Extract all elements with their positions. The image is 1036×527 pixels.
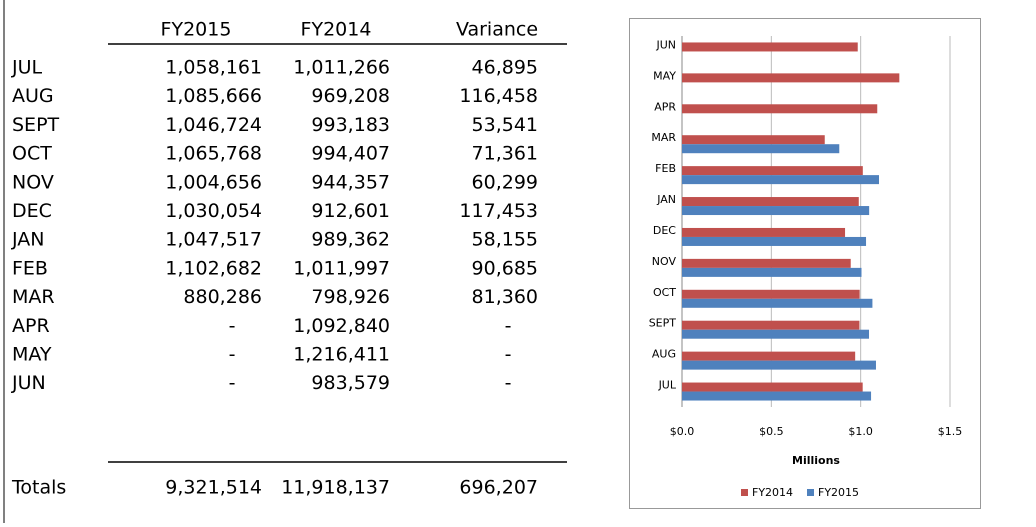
row-label: MAR <box>12 286 55 308</box>
bar <box>682 360 876 370</box>
cell: - <box>229 344 236 366</box>
y-tick-label: SEPT <box>649 317 677 330</box>
cell: 117,453 <box>459 200 538 222</box>
cell: 696,207 <box>459 477 538 499</box>
y-tick-label: APR <box>654 100 676 113</box>
cell: 983,579 <box>311 372 390 394</box>
bar <box>682 298 873 308</box>
y-tick-label: NOV <box>652 255 677 268</box>
x-axis-title: Millions <box>792 454 840 467</box>
cell: 969,208 <box>311 85 390 107</box>
cell: 989,362 <box>311 229 390 251</box>
cell: 880,286 <box>183 286 262 308</box>
cell: - <box>505 315 512 337</box>
row-label: JUL <box>11 57 43 79</box>
y-tick-label: DEC <box>653 224 676 237</box>
row-label: MAY <box>12 344 52 366</box>
bar <box>682 197 859 207</box>
legend-swatch <box>807 489 814 496</box>
bar <box>682 289 860 299</box>
bar <box>682 206 870 216</box>
cell: 116,458 <box>459 85 538 107</box>
bar <box>682 144 840 154</box>
legend-label: FY2015 <box>818 486 859 499</box>
cell: 993,183 <box>311 114 390 136</box>
x-tick-label: $1.0 <box>848 425 873 438</box>
bar <box>682 267 862 277</box>
y-tick-label: FEB <box>655 162 676 175</box>
cell: 1,011,997 <box>293 257 390 279</box>
cell: - <box>229 372 236 394</box>
cell: 71,361 <box>472 143 538 165</box>
column-header: Variance <box>456 19 538 41</box>
bar <box>682 320 860 330</box>
cell: 9,321,514 <box>165 477 262 499</box>
legend-swatch <box>741 489 748 496</box>
cell: 60,299 <box>472 171 538 193</box>
bar <box>682 236 867 246</box>
column-header: FY2014 <box>301 19 372 41</box>
x-tick-label: $0.0 <box>670 425 695 438</box>
bar <box>682 73 900 83</box>
cell: 1,030,054 <box>165 200 262 222</box>
cell: 58,155 <box>472 229 538 251</box>
cell: 1,092,840 <box>293 315 390 337</box>
cell: 798,926 <box>311 286 390 308</box>
cell: - <box>505 372 512 394</box>
cell: 994,407 <box>311 143 390 165</box>
cell: - <box>505 344 512 366</box>
row-label: APR <box>12 315 50 337</box>
bar <box>682 104 878 114</box>
row-label: Totals <box>11 477 66 499</box>
row-label: FEB <box>12 257 48 279</box>
cell: 1,102,682 <box>165 257 262 279</box>
y-tick-label: MAR <box>651 131 676 144</box>
row-label: JAN <box>11 229 44 251</box>
bar <box>682 42 858 52</box>
cell: 1,085,666 <box>165 85 262 107</box>
x-tick-label: $1.5 <box>938 425 963 438</box>
bar <box>682 175 880 185</box>
bar <box>682 135 825 145</box>
column-header: FY2015 <box>161 19 232 41</box>
bar <box>682 258 851 268</box>
x-tick-label: $0.5 <box>759 425 784 438</box>
row-label: AUG <box>12 85 54 107</box>
cell: 1,011,266 <box>293 57 390 79</box>
bar <box>682 166 863 176</box>
cell: - <box>229 315 236 337</box>
y-tick-label: JAN <box>656 193 676 206</box>
cell: 53,541 <box>472 114 538 136</box>
y-tick-label: MAY <box>653 69 676 82</box>
cell: 1,004,656 <box>165 171 262 193</box>
bar <box>682 329 870 339</box>
cell: 1,216,411 <box>293 344 390 366</box>
y-tick-label: OCT <box>653 286 676 299</box>
cell: 1,046,724 <box>165 114 262 136</box>
row-label: NOV <box>12 171 54 193</box>
legend-label: FY2014 <box>752 486 793 499</box>
y-tick-label: JUN <box>655 38 676 51</box>
cell: 90,685 <box>472 257 538 279</box>
cell: 81,360 <box>472 286 538 308</box>
row-label: JUN <box>11 372 46 394</box>
cell: 1,065,768 <box>165 143 262 165</box>
bar <box>682 351 856 361</box>
row-label: DEC <box>12 200 52 222</box>
row-label: SEPT <box>12 114 60 136</box>
cell: 944,357 <box>311 171 390 193</box>
cell: 46,895 <box>472 57 538 79</box>
bar <box>682 227 846 237</box>
cell: 912,601 <box>311 200 390 222</box>
cell: 1,058,161 <box>165 57 262 79</box>
cell: 1,047,517 <box>165 229 262 251</box>
y-tick-label: JUL <box>658 379 677 392</box>
row-label: OCT <box>12 143 52 165</box>
bar <box>682 382 863 392</box>
y-tick-label: AUG <box>652 348 676 361</box>
bar <box>682 391 872 401</box>
cell: 11,918,137 <box>281 477 390 499</box>
